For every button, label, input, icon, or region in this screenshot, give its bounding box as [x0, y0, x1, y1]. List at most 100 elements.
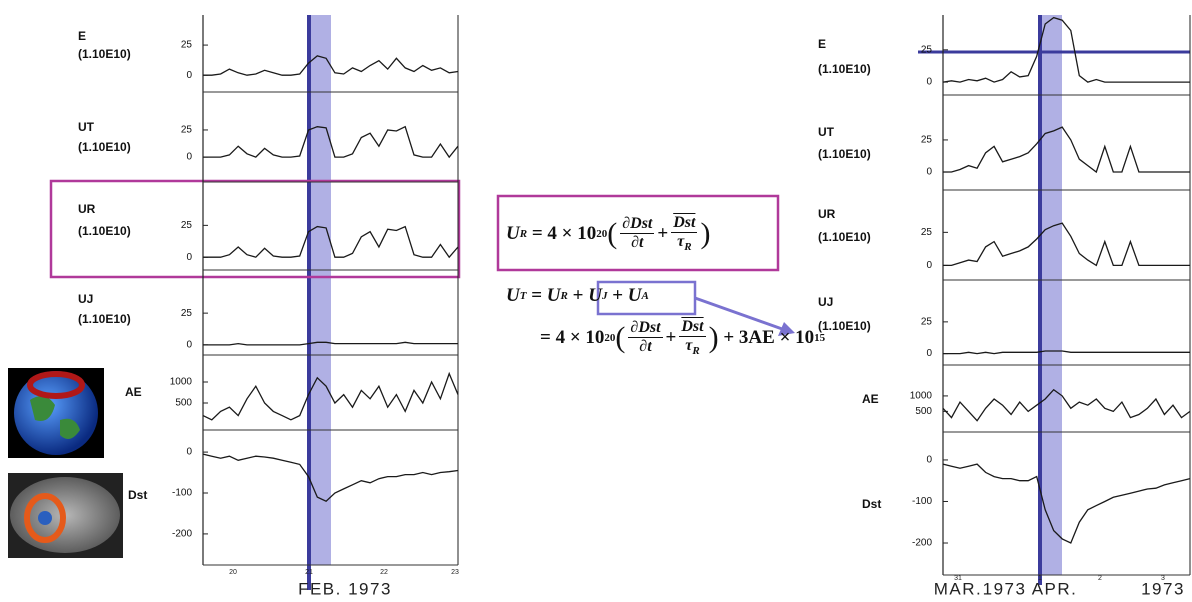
panel-unit: (1.10E10) [818, 62, 871, 76]
y-tick-label: 0 [186, 152, 192, 163]
eq-text: = [526, 285, 547, 306]
arrow-head [778, 322, 795, 336]
panel-label: E [78, 29, 86, 43]
panel-unit: (1.10E10) [78, 312, 131, 326]
equation: = 4 × 10 20( ∂Dst ∂t + Dst τR) + 3AE × 10 15 [540, 318, 825, 357]
trace [203, 341, 458, 346]
eq-text: U [506, 285, 520, 306]
eq-text: ) [708, 320, 719, 354]
trace [943, 222, 1190, 267]
highlight-band [309, 15, 331, 565]
eq-text: U [506, 222, 520, 244]
eq-text: ∂t [631, 234, 644, 251]
eq-text: ∂t [639, 338, 652, 355]
eq-text: + [567, 285, 589, 306]
arrow [694, 296, 786, 332]
y-tick-label: 0 [186, 339, 192, 350]
y-tick-label: 25 [921, 135, 933, 146]
eq-text: U [627, 285, 642, 306]
eq-text: τ [685, 337, 693, 354]
panel-label: UR [818, 207, 836, 221]
eq-text: = 4 × 10 [540, 326, 605, 348]
y-tick-label: 25 [921, 227, 933, 238]
y-tick-label: 500 [175, 398, 192, 409]
eq-text: + 3AE × 10 [718, 326, 815, 348]
highlight-box [49, 179, 461, 279]
panel-label: UR [78, 202, 96, 216]
y-tick-label: 1000 [170, 377, 193, 388]
y-tick-label: 25 [921, 317, 933, 328]
y-tick-label: 25 [921, 44, 933, 55]
y-tick-label: -200 [172, 529, 192, 540]
globe-icon [8, 368, 104, 458]
panel-unit: (1.10E10) [78, 224, 131, 238]
eq-text: ) [700, 216, 711, 250]
trace [942, 463, 1191, 544]
date-label: MAR. [934, 579, 983, 598]
trace [203, 55, 459, 76]
panel-label: AE [125, 385, 142, 399]
day-label: 23 [451, 569, 459, 576]
panel-label: UJ [818, 295, 833, 309]
y-tick-label: 0 [926, 260, 932, 271]
trace [943, 126, 1190, 174]
eq-text: R [692, 345, 700, 357]
eq-text: + [607, 285, 628, 306]
highlight-band [1040, 15, 1062, 575]
y-tick-label: -100 [912, 496, 932, 507]
eq-text: T [519, 290, 527, 302]
panel-unit: (1.10E10) [818, 319, 871, 333]
y-tick-label: 500 [915, 406, 932, 417]
y-tick-label: 25 [181, 125, 193, 136]
eq-text: ( [615, 320, 626, 354]
eq-text: ∂Dst [622, 215, 653, 232]
trace [202, 453, 459, 502]
eq-text: U [546, 285, 561, 306]
day-label: 3 [1161, 575, 1165, 582]
eq-text: + [657, 222, 669, 244]
eq-text: + [665, 326, 677, 348]
eq-text: ∂Dst [630, 319, 661, 336]
eq-text: 15 [814, 331, 826, 344]
eq-text: = 4 × 10 [527, 222, 597, 244]
day-label: 22 [380, 569, 388, 576]
y-tick-label: 0 [926, 77, 932, 88]
highlight-box [496, 194, 780, 272]
y-tick-label: 25 [181, 308, 193, 319]
y-tick-label: -200 [912, 538, 932, 549]
panel-unit: (1.10E10) [818, 147, 871, 161]
y-tick-label: 0 [186, 70, 192, 81]
panel-unit: (1.10E10) [78, 140, 131, 154]
eq-text: R [560, 290, 568, 302]
eq-text: A [641, 290, 649, 302]
y-tick-label: 25 [181, 40, 193, 51]
day-label: 1 [1038, 575, 1042, 582]
trace [942, 16, 1190, 83]
eq-text: R [519, 227, 528, 240]
panel-unit: (1.10E10) [818, 230, 871, 244]
eq-text: ( [607, 216, 618, 250]
date-label: 1973 APR. [983, 579, 1078, 598]
marker-line [1038, 15, 1042, 585]
y-tick-label: 0 [926, 167, 932, 178]
date-label: 1973 [1141, 579, 1185, 598]
panel-unit: (1.10E10) [78, 47, 131, 61]
panel-label: AE [862, 392, 879, 406]
y-tick-label: 0 [186, 447, 192, 458]
eq-text: R [684, 241, 692, 253]
trace [202, 371, 459, 421]
day-label: 21 [305, 569, 313, 576]
eq-text: 20 [596, 227, 608, 240]
panel-label: E [818, 37, 826, 51]
magnetosphere-icon [8, 473, 123, 558]
y-tick-label: 0 [926, 348, 932, 359]
y-tick-label: 0 [186, 252, 192, 263]
trace [943, 350, 1190, 355]
day-label: 2 [1098, 575, 1102, 582]
eq-text: U [588, 285, 602, 306]
eq-text: Dst [679, 318, 706, 337]
eq-text: Dst [671, 214, 698, 233]
